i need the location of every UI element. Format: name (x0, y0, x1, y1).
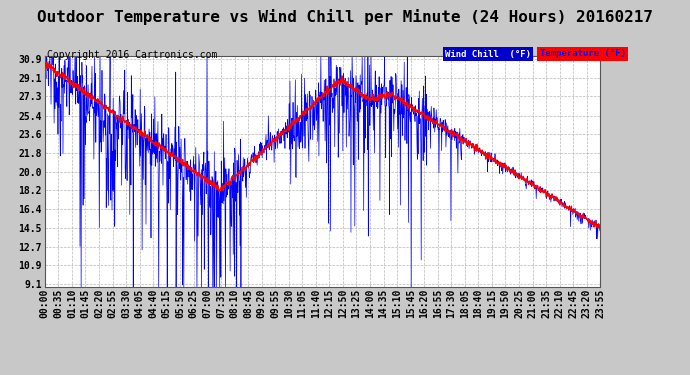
Text: Copyright 2016 Cartronics.com: Copyright 2016 Cartronics.com (47, 50, 217, 60)
Text: Temperature (°F): Temperature (°F) (540, 50, 626, 58)
Text: Wind Chill  (°F): Wind Chill (°F) (445, 50, 531, 58)
Text: Outdoor Temperature vs Wind Chill per Minute (24 Hours) 20160217: Outdoor Temperature vs Wind Chill per Mi… (37, 9, 653, 26)
